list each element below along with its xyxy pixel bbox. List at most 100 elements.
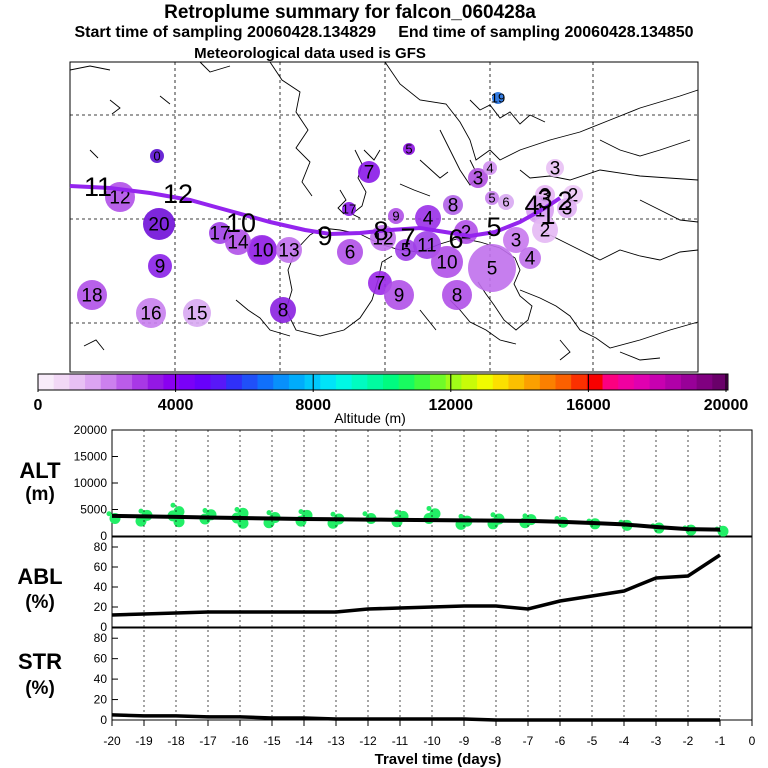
cluster-circle	[150, 149, 164, 163]
colorbar-tick-label: 4000	[158, 397, 194, 414]
cluster-circle	[492, 92, 504, 104]
plume-centroid-line	[69, 184, 562, 239]
cluster-circle	[342, 202, 356, 216]
colorbar-cell	[179, 374, 196, 390]
colorbar-cell	[53, 374, 70, 390]
alt-cluster-point	[170, 502, 176, 508]
cluster-circle	[403, 143, 415, 155]
colorbar-cell	[398, 374, 415, 390]
y-tick-label: 60	[94, 560, 108, 574]
plume-day-label: 5	[486, 212, 501, 242]
alt-label: ALT	[19, 458, 61, 483]
str-y-ticks: 0 20 40 60 80	[94, 631, 118, 727]
colorbar-label: Altitude (m)	[334, 410, 406, 426]
cluster-label: 10	[436, 253, 457, 274]
colorbar-cell	[163, 374, 180, 390]
abl-unit: (%)	[25, 592, 55, 613]
alt-cluster-point	[458, 513, 464, 519]
alt-cluster-point	[362, 511, 368, 517]
colorbar-tick-label: 8000	[295, 397, 331, 414]
cluster-circle	[249, 236, 277, 264]
x-tick-label: -4	[619, 734, 630, 748]
y-tick-label: 20	[94, 600, 108, 614]
cluster-circle	[183, 299, 211, 327]
cluster-label: 6	[345, 243, 356, 264]
cluster-label: 2	[461, 223, 472, 244]
cluster-label: 17	[342, 202, 356, 217]
plume-day-label: 3	[537, 184, 552, 214]
x-tick-label: -1	[715, 734, 726, 748]
cluster-label: 5	[487, 259, 498, 280]
cluster-circle	[468, 244, 516, 292]
cluster-circle	[557, 198, 577, 218]
cluster-label: 4	[525, 249, 536, 270]
colorbar-cell	[524, 374, 541, 390]
colorbar-cell	[132, 374, 149, 390]
str-panel: STR (%) 0 20 40 60 80	[18, 627, 753, 727]
colorbar-tick-label: 12000	[429, 397, 474, 414]
x-tick-label: -12	[359, 734, 377, 748]
colorbar-ticks: 0 4000 8000 12000 16000 20000	[34, 374, 749, 414]
abl-y-ticks: 0 20 40 60 80	[94, 540, 118, 634]
met-data-label: Meteorological data used is GFS	[194, 45, 426, 62]
x-tick-label: -11	[392, 734, 409, 748]
alt-cluster-point	[202, 508, 208, 514]
cluster-label: 9	[155, 257, 166, 278]
y-tick-label: 10000	[74, 476, 108, 490]
cluster-label: 3	[550, 159, 561, 180]
cluster-label: 14	[227, 233, 249, 254]
cluster-label: 3	[540, 186, 551, 207]
colorbar-cell	[335, 374, 353, 390]
colorbar-cell	[85, 374, 102, 390]
cluster-label: 5	[401, 241, 412, 262]
cluster-label: 8	[278, 301, 289, 322]
alt-cluster-point	[426, 505, 432, 511]
alt-series-line	[111, 513, 721, 532]
x-tick-label: -10	[423, 734, 441, 748]
colorbar-cell	[586, 374, 603, 390]
cluster-label: 5	[488, 191, 495, 206]
cluster-label: 9	[394, 286, 405, 307]
colorbar-cell	[633, 374, 650, 390]
colorbar-cell	[414, 374, 431, 390]
cluster-circle	[384, 280, 414, 310]
colorbar-cell	[288, 374, 305, 390]
colorbar-cell	[100, 374, 117, 390]
plume-day-label: 10	[226, 208, 256, 238]
cluster-circle	[503, 227, 529, 253]
cluster-label: 12	[372, 229, 393, 250]
colorbar-cell	[665, 374, 682, 390]
cluster-label: 8	[448, 196, 459, 217]
plume-clusters: 1905734332563128491720121091816158171410…	[77, 91, 583, 328]
colorbar-cells	[38, 374, 729, 390]
cluster-circle	[431, 246, 463, 278]
colorbar-cell	[226, 374, 243, 390]
cluster-circle	[415, 205, 441, 231]
x-tick-label: -9	[459, 734, 470, 748]
cluster-circle	[358, 161, 380, 183]
cluster-label: 4	[486, 161, 493, 176]
colorbar-cell	[602, 374, 619, 390]
abl-series-line	[111, 553, 721, 617]
cluster-circle	[454, 220, 478, 244]
cluster-circle	[388, 208, 404, 224]
cluster-circle	[270, 297, 296, 323]
cluster-circle	[337, 239, 363, 265]
cluster-label: 6	[502, 195, 509, 210]
map-panel: 1905734332563128491720121091816158171410…	[69, 61, 699, 373]
plume-day-label: 7	[400, 223, 415, 253]
colorbar-cell	[571, 374, 588, 390]
colorbar-cell	[367, 374, 384, 390]
y-tick-label: 40	[94, 672, 108, 686]
x-tick-label: -7	[523, 734, 534, 748]
plume-day-label: 4	[524, 190, 539, 220]
plume-day-label: 9	[317, 221, 332, 251]
y-tick-label: 5000	[80, 503, 107, 517]
cluster-circle	[485, 191, 499, 205]
cluster-label: 3	[511, 231, 522, 252]
colorbar-tick-label: 20000	[704, 397, 749, 414]
colorbar-cell	[257, 374, 274, 390]
y-tick-label: 80	[94, 631, 108, 645]
colorbar-cell	[649, 374, 666, 390]
